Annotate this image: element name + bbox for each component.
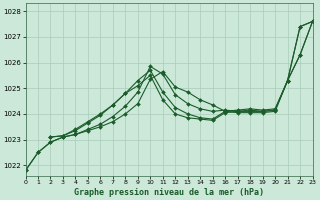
X-axis label: Graphe pression niveau de la mer (hPa): Graphe pression niveau de la mer (hPa) [74, 188, 264, 197]
